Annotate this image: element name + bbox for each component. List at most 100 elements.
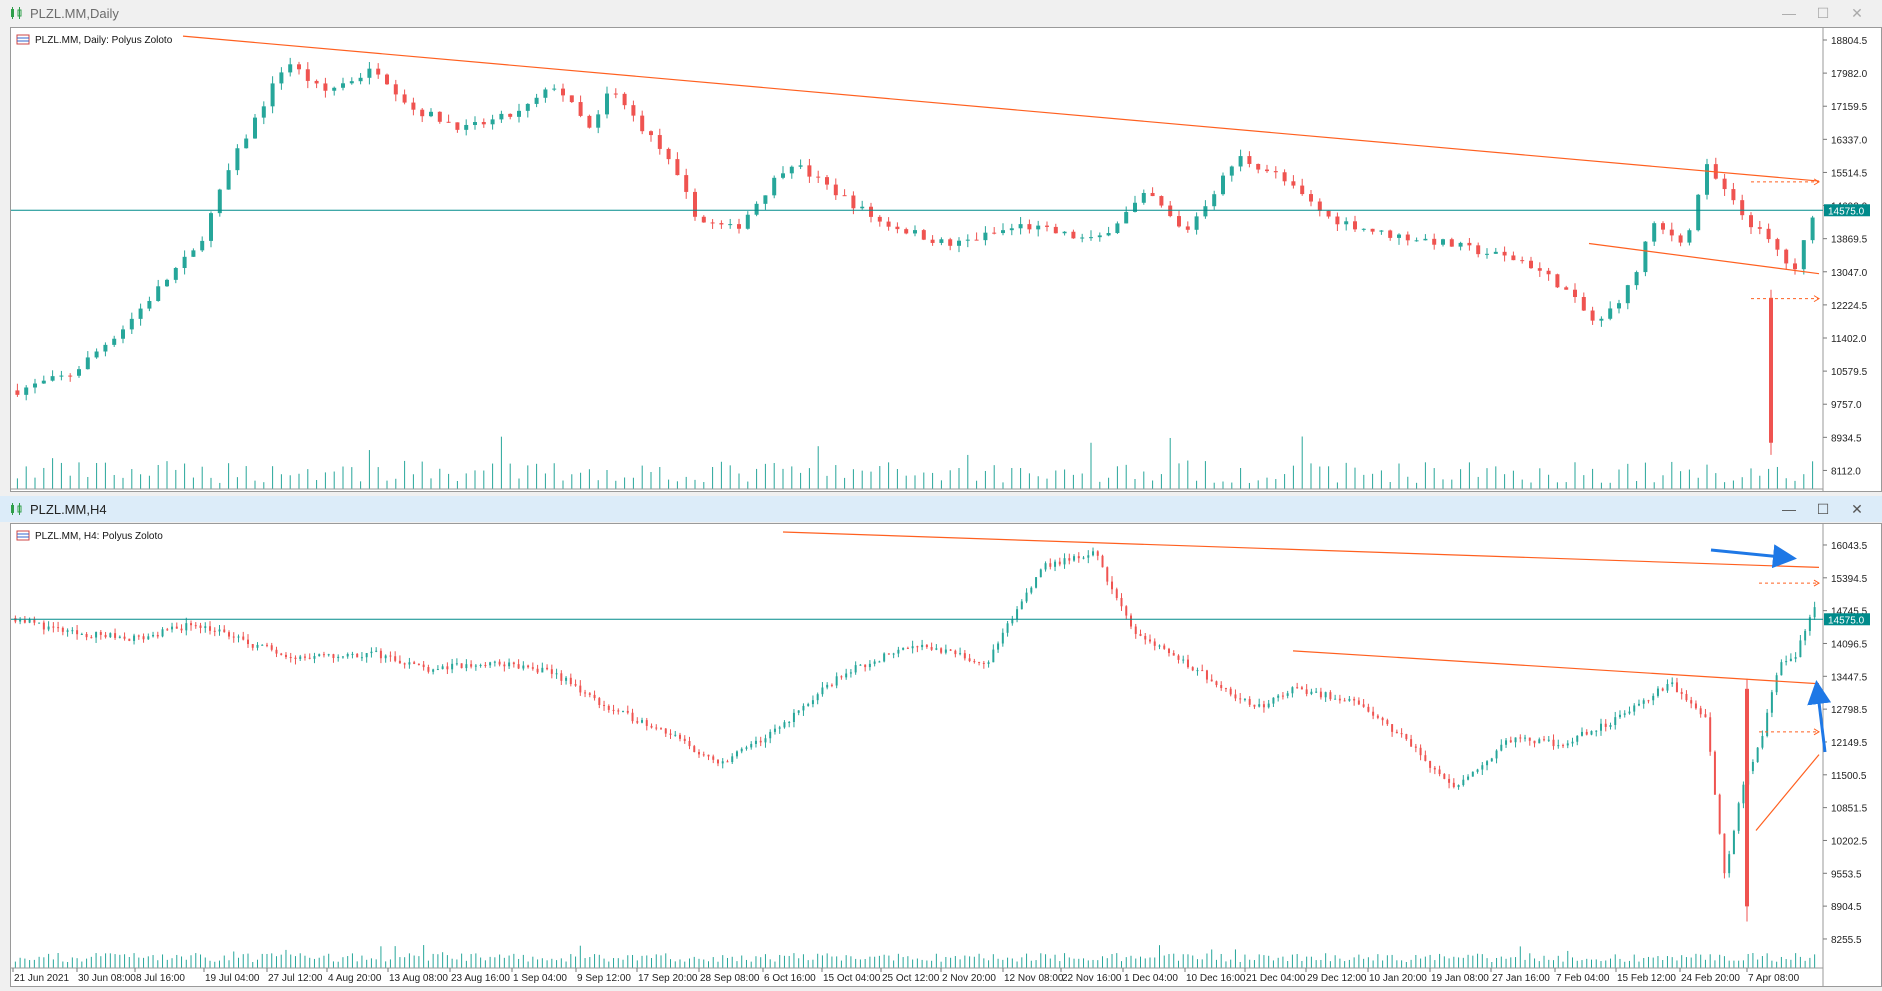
candle-body <box>1277 695 1280 698</box>
candle-body <box>868 663 871 668</box>
candle-body <box>666 148 671 160</box>
candle-body <box>173 267 178 280</box>
candle-body <box>798 165 803 167</box>
y-tick-label: 10579.5 <box>1831 367 1868 378</box>
candle-body <box>41 380 46 384</box>
candle-body <box>1224 688 1227 690</box>
candle-body <box>578 102 583 116</box>
daily-chart-area[interactable]: 18804.517982.017159.516337.015514.514692… <box>10 27 1882 492</box>
candle-body <box>660 728 663 730</box>
candle-body <box>1326 210 1331 217</box>
candle-body <box>104 634 107 638</box>
candle-body <box>745 214 750 229</box>
maximize-button[interactable]: ☐ <box>1816 500 1830 517</box>
maximize-button[interactable]: ☐ <box>1816 4 1830 21</box>
candle-body <box>842 195 847 197</box>
candle-body <box>1757 227 1762 229</box>
candle-body <box>1020 601 1023 610</box>
candle-body <box>1690 700 1693 704</box>
candle-body <box>112 338 117 345</box>
h4-chart-window[interactable]: PLZL.MM,H4 — ☐ ✕ 16043.5 15394.5 14745.5 14… <box>0 496 1882 987</box>
candle-body <box>1511 255 1516 261</box>
candle-body <box>1438 769 1441 775</box>
y-tick-label: 15514.5 <box>1831 168 1868 179</box>
candle-body <box>422 664 425 668</box>
candle-body <box>209 626 212 631</box>
candle-body <box>710 222 715 224</box>
candle-body <box>1405 734 1408 740</box>
x-tick-label: 19 Jul 04:00 <box>205 973 260 984</box>
candle-body <box>641 720 644 723</box>
close-button[interactable]: ✕ <box>1851 4 1863 21</box>
candle-body <box>655 727 658 729</box>
candle-body <box>1529 260 1533 269</box>
candle-body <box>1115 589 1118 598</box>
y-tick-label: 16043.5 <box>1831 541 1868 552</box>
candle-body <box>297 64 301 70</box>
candle-body <box>1130 615 1133 627</box>
candle-body <box>978 661 981 663</box>
daily-chart-window[interactable]: PLZL.MM,Daily — ☐ ✕ 18804.5 17982.0 17159.… <box>0 0 1882 492</box>
candle-body <box>1414 240 1419 242</box>
candle-body <box>1319 691 1322 698</box>
daily-window-titlebar[interactable]: PLZL.MM,Daily — ☐ ✕ <box>0 0 1882 26</box>
candle-body <box>1799 640 1802 658</box>
candle-body <box>1372 711 1375 716</box>
x-tick-label: 21 Dec 04:00 <box>1246 973 1306 984</box>
candle-body <box>465 664 468 669</box>
candle-body <box>1633 705 1636 712</box>
candle-body <box>1443 774 1446 779</box>
h4-chart-area[interactable]: 16043.5 15394.5 14745.5 14096.5 13447.5 12798… <box>10 523 1882 987</box>
candle-body <box>631 712 634 722</box>
candle-body <box>1538 739 1541 744</box>
x-tick-label: 30 Jun 08:00 <box>78 973 136 984</box>
candle-body <box>398 660 401 664</box>
candle-body <box>474 665 477 667</box>
candle-body <box>346 654 349 657</box>
candle-body <box>1203 206 1208 217</box>
y-tick-label: 14096.5 <box>1831 639 1868 650</box>
candle-body <box>1687 230 1692 243</box>
minimize-button[interactable]: — <box>1782 501 1796 517</box>
candle-body <box>1291 181 1296 186</box>
close-button[interactable]: ✕ <box>1851 500 1863 517</box>
candle-body <box>313 656 316 659</box>
x-tick-label: 27 Jan 16:00 <box>1492 973 1550 984</box>
candle-body <box>61 627 64 632</box>
candle-body <box>1344 221 1349 225</box>
candle-body <box>1177 655 1180 660</box>
candle-body <box>657 135 662 149</box>
h4-window-titlebar[interactable]: PLZL.MM,H4 — ☐ ✕ <box>0 496 1882 522</box>
candle-body <box>123 636 126 639</box>
candle-body <box>1728 854 1731 874</box>
candle-body <box>451 663 454 670</box>
candle-body <box>218 629 221 632</box>
candle-body <box>314 80 319 84</box>
candle-body <box>1652 695 1655 701</box>
candle-body <box>1101 555 1104 568</box>
candle-body <box>437 111 442 122</box>
candle-body <box>992 649 995 663</box>
h4-chart[interactable]: 16043.5 15394.5 14745.5 14096.5 13447.5 12798… <box>11 524 1881 986</box>
candle-body <box>565 677 568 681</box>
candle-body <box>175 626 178 629</box>
candle-body <box>15 390 20 395</box>
x-tick-label: 4 Aug 20:00 <box>328 973 382 984</box>
candle-body <box>716 759 719 764</box>
candle-body <box>403 663 406 665</box>
candle-body <box>332 87 337 91</box>
y-tick-label: 10202.5 <box>1831 836 1868 847</box>
candle-body <box>1281 695 1284 697</box>
candle-body <box>588 693 591 695</box>
daily-chart[interactable]: 18804.517982.017159.516337.015514.514692… <box>11 28 1881 491</box>
x-tick-label: 10 Jan 20:00 <box>1369 973 1427 984</box>
candle-body <box>481 122 486 125</box>
x-tick-label: 10 Dec 16:00 <box>1186 973 1246 984</box>
candle-body <box>499 113 504 120</box>
candle-body <box>235 148 240 171</box>
candle-body <box>85 357 90 370</box>
candle-body <box>1196 670 1199 672</box>
minimize-button[interactable]: — <box>1782 5 1796 21</box>
x-tick-label: 15 Oct 04:00 <box>823 973 881 984</box>
candle-body <box>389 655 392 657</box>
